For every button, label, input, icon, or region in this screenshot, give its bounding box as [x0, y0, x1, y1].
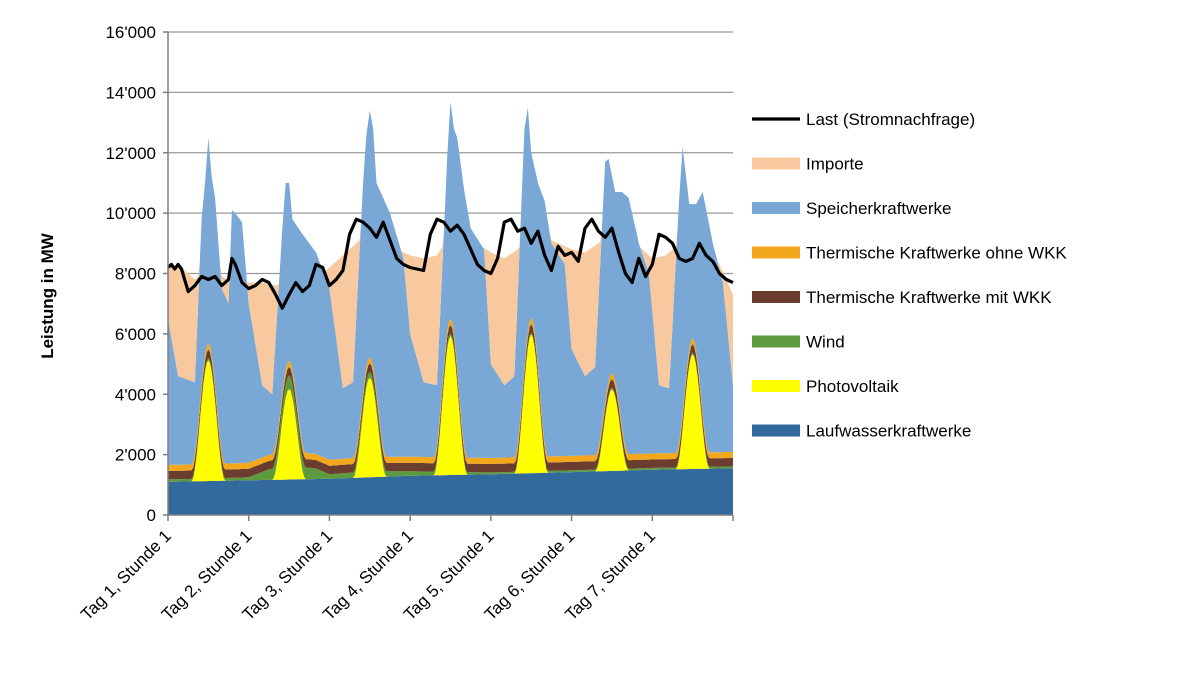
line-layers	[166, 217, 734, 310]
legend-label: Photovoltaik	[806, 377, 899, 396]
legend-swatch	[752, 380, 800, 392]
legend-swatch	[752, 424, 800, 437]
legend-label: Speicherkraftwerke	[806, 199, 952, 218]
legend-swatch	[752, 157, 800, 170]
y-tick-label: 12'000	[105, 144, 156, 163]
area-wind	[168, 332, 733, 482]
legend-label: Last (Stromnachfrage)	[806, 110, 975, 129]
legend-label: Thermische Kraftwerke ohne WKK	[806, 244, 1067, 263]
y-tick-label: 16'000	[105, 23, 156, 42]
legend-label: Thermische Kraftwerke mit WKK	[806, 288, 1052, 307]
area-speicherkraftwerke	[168, 101, 733, 465]
area-thermische-kraftwerke-ohne-wkk	[168, 318, 733, 471]
area-layers	[168, 101, 733, 515]
area-laufwasserkraftwerke	[168, 468, 733, 515]
legend-swatch	[752, 246, 800, 259]
y-axis-label: Leistung in MW	[38, 232, 57, 359]
legend-swatch	[752, 202, 800, 214]
area-thermische-kraftwerke-mit-wkk	[168, 324, 733, 480]
y-tick-label: 8'000	[115, 265, 156, 284]
axes	[163, 31, 734, 521]
y-tick-label: 10'000	[105, 204, 156, 223]
area-photovoltaik	[168, 334, 733, 482]
area-importe	[168, 101, 733, 395]
legend-label: Laufwasserkraftwerke	[806, 422, 971, 441]
line-last-stromnachfrage	[166, 217, 734, 310]
y-tick-label: 6'000	[115, 325, 156, 344]
legend: Last (Stromnachfrage) Importe Speicherkraf…	[752, 110, 1067, 441]
legend-swatch	[752, 335, 800, 348]
legend-label: Wind	[806, 333, 845, 352]
y-tick-label: 0	[147, 506, 156, 525]
y-tick-label: 14'000	[105, 83, 156, 102]
y-tick-labels: 0 2'000 4'000 6'000 8'000 10'000 12'000 14'000 1…	[105, 23, 156, 525]
y-tick-label: 2'000	[115, 446, 156, 465]
legend-label: Importe	[806, 155, 864, 174]
y-tick-label: 4'000	[115, 385, 156, 404]
legend-swatch	[752, 291, 800, 303]
